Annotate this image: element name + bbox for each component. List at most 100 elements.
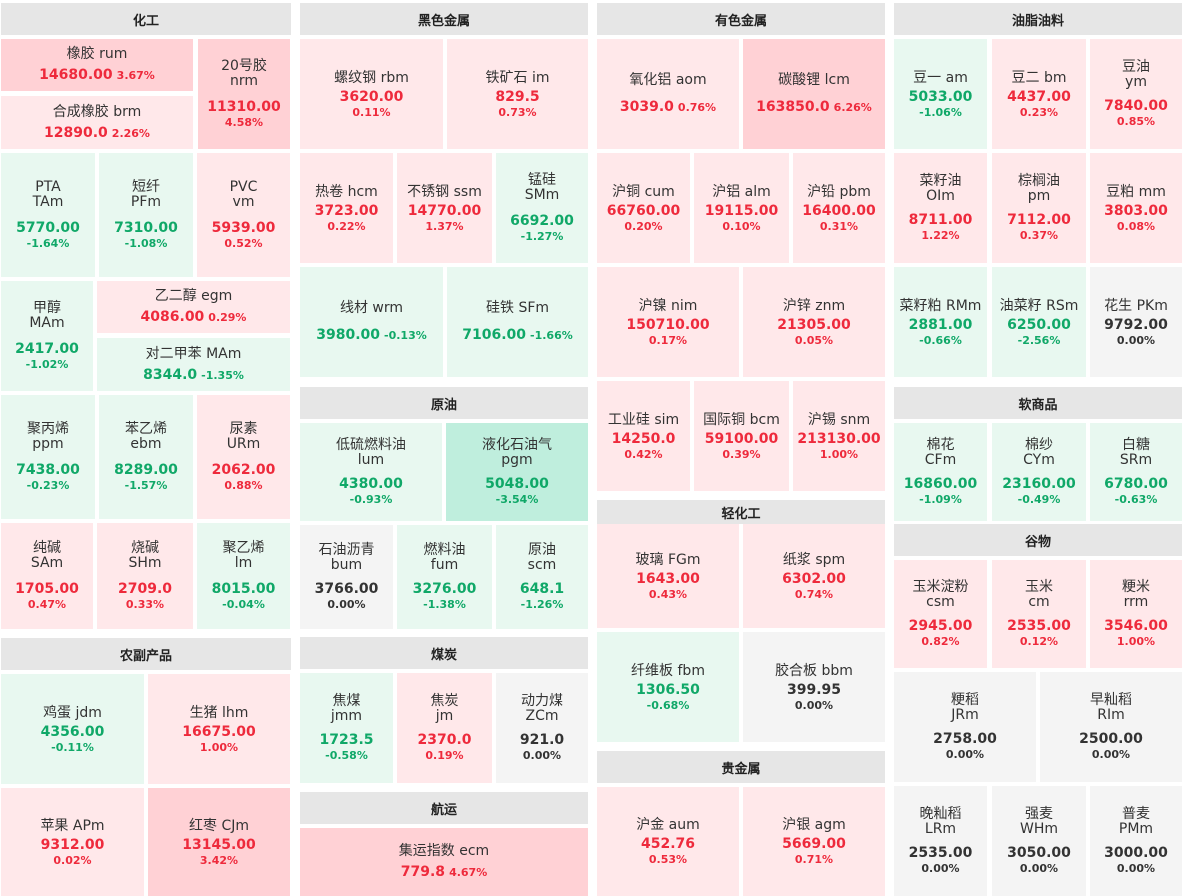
contract-tile-fgm[interactable]: 玻璃 FGm 1643.00 0.43% bbox=[597, 524, 739, 628]
contract-label: 沪铜 cum bbox=[612, 184, 675, 201]
contract-price: 3980.00 bbox=[316, 327, 381, 343]
contract-price: 23160.00 bbox=[1002, 476, 1076, 492]
contract-tile-shm[interactable]: 烧碱 SHm 2709.0 0.33% bbox=[97, 523, 193, 629]
contract-tile-cjm[interactable]: 红枣 CJm 13145.00 3.42% bbox=[148, 788, 290, 896]
contract-name: 线材 bbox=[339, 300, 368, 316]
contract-tile-wrm[interactable]: 线材 wrm 3980.00 -0.13% bbox=[300, 267, 443, 377]
contract-tile-bum[interactable]: 石油沥青 bum 3766.00 0.00% bbox=[300, 525, 393, 629]
contract-name: 低硫燃料油 bbox=[336, 437, 406, 453]
contract-tile-jrm[interactable]: 粳稻 JRm 2758.00 0.00% bbox=[894, 672, 1036, 782]
contract-tile-jmm[interactable]: 焦煤 jmm 1723.5 -0.58% bbox=[300, 673, 393, 783]
quote-line: 14770.00 1.37% bbox=[408, 203, 482, 233]
contract-tile-tam[interactable]: PTA TAm 5770.00 -1.64% bbox=[1, 153, 95, 277]
contract-tile-hcm[interactable]: 热卷 hcm 3723.00 0.22% bbox=[300, 153, 393, 263]
contract-tile-agm[interactable]: 沪银 agm 5669.00 0.71% bbox=[743, 787, 885, 896]
contract-tile-sam[interactable]: 纯碱 SAm 1705.00 0.47% bbox=[1, 523, 93, 629]
contract-tile-rum[interactable]: 橡胶 rum 14680.00 3.67% bbox=[1, 39, 193, 91]
contract-tile-nrm[interactable]: 20号胶 nrm 11310.00 4.58% bbox=[198, 39, 290, 149]
contract-tile-pgm[interactable]: 液化石油气 pgm 5048.00 -3.54% bbox=[446, 423, 588, 521]
contract-tile-smm[interactable]: 锰硅 SMm 6692.00 -1.27% bbox=[496, 153, 588, 263]
contract-name: 菜籽粕 bbox=[899, 297, 942, 314]
contract-tile-srm[interactable]: 白糖 SRm 6780.00 -0.63% bbox=[1090, 423, 1182, 521]
contract-tile-pfm[interactable]: 短纤 PFm 7310.00 -1.08% bbox=[99, 153, 193, 277]
contract-tile-rmm[interactable]: 菜籽粕 RMm 2881.00 -0.66% bbox=[894, 267, 987, 377]
contract-tile-am[interactable]: 豆一 am 5033.00 -1.06% bbox=[894, 39, 987, 149]
contract-tile-sfm[interactable]: 硅铁 SFm 7106.00 -1.66% bbox=[447, 267, 588, 377]
contract-code: RIm bbox=[1097, 707, 1125, 723]
contract-tile-brm[interactable]: 合成橡胶 brm 12890.0 2.26% bbox=[1, 96, 193, 149]
contract-code: pgm bbox=[501, 452, 533, 468]
contract-tile-pbm[interactable]: 沪铅 pbm 16400.00 0.31% bbox=[793, 153, 885, 263]
quote-line: 779.8 4.67% bbox=[401, 862, 487, 881]
contract-tile-lcm[interactable]: 碳酸锂 lcm 163850.0 6.26% bbox=[743, 39, 885, 149]
contract-tile-cym[interactable]: 棉纱 CYm 23160.00 -0.49% bbox=[992, 423, 1086, 521]
contract-tile-lum[interactable]: 低硫燃料油 lum 4380.00 -0.93% bbox=[300, 423, 442, 521]
contract-tile-lm[interactable]: 聚乙烯 lm 8015.00 -0.04% bbox=[197, 523, 290, 629]
contract-tile-bcm[interactable]: 国际铜 bcm 59100.00 0.39% bbox=[694, 381, 789, 491]
contract-change-pct: 3.42% bbox=[199, 853, 239, 867]
contract-tile-vm[interactable]: PVC vm 5939.00 0.52% bbox=[197, 153, 290, 277]
contract-tile-whm[interactable]: 强麦 WHm 3050.00 0.00% bbox=[992, 786, 1086, 896]
contract-tile-spm[interactable]: 纸浆 spm 6302.00 0.74% bbox=[743, 524, 885, 628]
contract-tile-csm[interactable]: 玉米淀粉 csm 2945.00 0.82% bbox=[894, 560, 987, 668]
contract-tile-rrm[interactable]: 粳米 rrm 3546.00 1.00% bbox=[1090, 560, 1182, 668]
contract-tile-sim[interactable]: 工业硅 sim 14250.0 0.42% bbox=[597, 381, 690, 491]
contract-name: 玉米 bbox=[1025, 579, 1053, 595]
contract-change-pct: 2.26% bbox=[111, 126, 150, 140]
contract-name: 沪铅 bbox=[807, 183, 836, 200]
contract-code: MAm bbox=[206, 345, 242, 362]
contract-tile-pm[interactable]: 棕榈油 pm 7112.00 0.37% bbox=[992, 153, 1086, 263]
contract-label: 油菜籽 RSm bbox=[1000, 298, 1079, 315]
contract-tile-jdm[interactable]: 鸡蛋 jdm 4356.00 -0.11% bbox=[1, 674, 144, 784]
contract-price: 4437.00 bbox=[1007, 88, 1071, 105]
contract-price: 779.8 bbox=[400, 864, 446, 880]
contract-tile-aum[interactable]: 沪金 aum 452.76 0.53% bbox=[597, 787, 739, 896]
contract-tile-ssm[interactable]: 不锈钢 ssm 14770.00 1.37% bbox=[397, 153, 492, 263]
contract-tile-ym[interactable]: 豆油 ym 7840.00 0.85% bbox=[1090, 39, 1182, 149]
contract-tile-ebm[interactable]: 苯乙烯 ebm 8289.00 -1.57% bbox=[99, 395, 193, 519]
contract-tile-cfm[interactable]: 棉花 CFm 16860.00 -1.09% bbox=[894, 423, 987, 521]
contract-code: SAm bbox=[30, 555, 64, 571]
contract-tile-egm[interactable]: 乙二醇 egm 4086.00 0.29% bbox=[97, 281, 290, 333]
contract-tile-ecm[interactable]: 集运指数 ecm 779.8 4.67% bbox=[300, 828, 588, 896]
contract-tile-aom[interactable]: 氧化铝 aom 3039.0 0.76% bbox=[597, 39, 739, 149]
contract-tile-pkm[interactable]: 花生 PKm 9792.00 0.00% bbox=[1090, 267, 1182, 377]
contract-name: 沪镍 bbox=[638, 297, 667, 314]
contract-tile-lrm[interactable]: 晚籼稻 LRm 2535.00 0.00% bbox=[894, 786, 987, 896]
contract-label: 橡胶 rum bbox=[67, 46, 128, 63]
contract-tile-nim[interactable]: 沪镍 nim 150710.00 0.17% bbox=[597, 267, 739, 377]
contract-tile-lhm[interactable]: 生猪 lhm 16675.00 1.00% bbox=[148, 674, 290, 784]
contract-tile-ppm[interactable]: 聚丙烯 ppm 7438.00 -0.23% bbox=[1, 395, 95, 519]
contract-price: 14680.00 bbox=[39, 67, 113, 83]
contract-tile-bbm[interactable]: 胶合板 bbm 399.95 0.00% bbox=[743, 632, 885, 742]
quote-line: 1306.50 -0.68% bbox=[636, 682, 700, 712]
contract-tile-mam[interactable]: 甲醇 MAm 2417.00 -1.02% bbox=[1, 281, 93, 391]
contract-change-pct: 0.22% bbox=[327, 219, 366, 233]
contract-tile-fbm[interactable]: 纤维板 fbm 1306.50 -0.68% bbox=[597, 632, 739, 742]
contract-price: 399.95 bbox=[786, 681, 842, 698]
contract-tile-rsm[interactable]: 油菜籽 RSm 6250.00 -2.56% bbox=[992, 267, 1086, 377]
contract-tile-mam[interactable]: 对二甲苯 MAm 8344.0 -1.35% bbox=[97, 338, 290, 391]
contract-tile-urm[interactable]: 尿素 URm 2062.00 0.88% bbox=[197, 395, 290, 519]
contract-tile-cum[interactable]: 沪铜 cum 66760.00 0.20% bbox=[597, 153, 690, 263]
contract-tile-fum[interactable]: 燃料油 fum 3276.00 -1.38% bbox=[397, 525, 492, 629]
contract-price: 3050.00 bbox=[1007, 845, 1071, 861]
contract-tile-oim[interactable]: 菜籽油 OIm 8711.00 1.22% bbox=[894, 153, 987, 263]
contract-tile-pmm[interactable]: 普麦 PMm 3000.00 0.00% bbox=[1090, 786, 1182, 896]
contract-tile-snm[interactable]: 沪锡 snm 213130.00 1.00% bbox=[793, 381, 885, 491]
quote-line: 13145.00 3.42% bbox=[182, 837, 256, 867]
contract-tile-znm[interactable]: 沪锌 znm 21305.00 0.05% bbox=[743, 267, 885, 377]
contract-tile-rbm[interactable]: 螺纹钢 rbm 3620.00 0.11% bbox=[300, 39, 443, 149]
contract-tile-bm[interactable]: 豆二 bm 4437.00 0.23% bbox=[992, 39, 1086, 149]
contract-tile-mm[interactable]: 豆粕 mm 3803.00 0.08% bbox=[1090, 153, 1182, 263]
contract-name: 菜籽油 bbox=[919, 173, 962, 189]
contract-tile-scm[interactable]: 原油 scm 648.1 -1.26% bbox=[496, 525, 588, 629]
contract-tile-rim[interactable]: 早籼稻 RIm 2500.00 0.00% bbox=[1040, 672, 1182, 782]
contract-tile-im[interactable]: 铁矿石 im 829.5 0.73% bbox=[447, 39, 588, 149]
contract-tile-jm[interactable]: 焦炭 jm 2370.0 0.19% bbox=[397, 673, 492, 783]
contract-code: im bbox=[531, 69, 550, 86]
contract-tile-zcm[interactable]: 动力煤 ZCm 921.0 0.00% bbox=[496, 673, 588, 783]
contract-tile-alm[interactable]: 沪铝 alm 19115.00 0.10% bbox=[694, 153, 789, 263]
contract-tile-apm[interactable]: 苹果 APm 9312.00 0.02% bbox=[1, 788, 144, 896]
contract-tile-cm[interactable]: 玉米 cm 2535.00 0.12% bbox=[992, 560, 1086, 668]
